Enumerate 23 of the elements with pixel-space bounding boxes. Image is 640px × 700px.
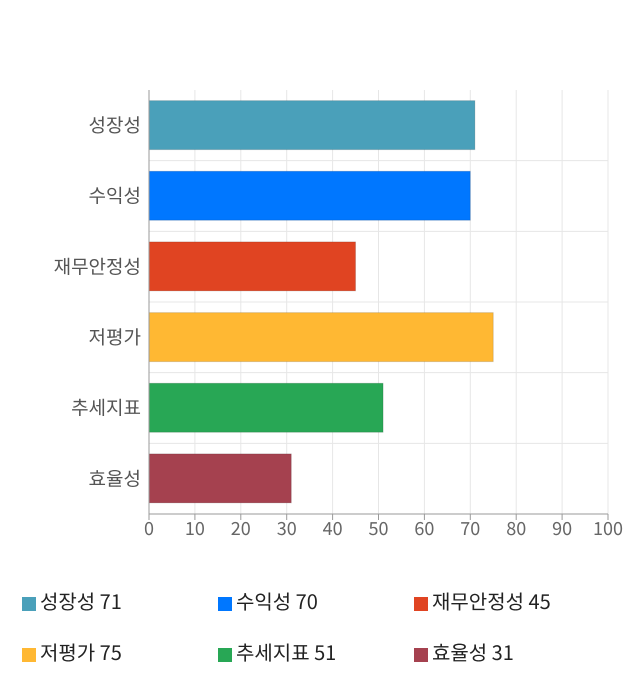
x-tick-label: 20: [230, 514, 251, 541]
legend-label: 재무안정성 45: [432, 586, 551, 615]
x-tick-label: 40: [322, 514, 343, 541]
x-tick-label: 0: [144, 514, 154, 541]
y-tick-label: 성장성: [88, 111, 141, 138]
legend-label: 성장성 71: [40, 586, 122, 615]
x-tick-label: 70: [460, 514, 480, 541]
y-tick-label: 저평가: [88, 323, 141, 350]
x-tick-label: 90: [552, 514, 572, 541]
y-tick-label: 추세지표: [71, 394, 141, 421]
x-tick-label: 30: [276, 514, 297, 541]
y-tick-label: 효율성: [88, 464, 141, 492]
y-tick-label: 수익성: [88, 182, 141, 209]
x-tick-label: 80: [506, 514, 526, 541]
x-tick-label: 50: [368, 514, 388, 541]
x-tick-label: 10: [184, 514, 205, 541]
legend-label: 효율성 31: [432, 637, 514, 666]
legend-label: 수익성 70: [236, 586, 318, 615]
legend-label: 추세지표 51: [236, 637, 336, 666]
x-tick-label: 60: [414, 514, 434, 541]
y-tick-label: 재무안정성: [54, 252, 141, 280]
legend-label: 저평가 75: [40, 637, 122, 666]
x-tick-label: 100: [593, 514, 623, 541]
